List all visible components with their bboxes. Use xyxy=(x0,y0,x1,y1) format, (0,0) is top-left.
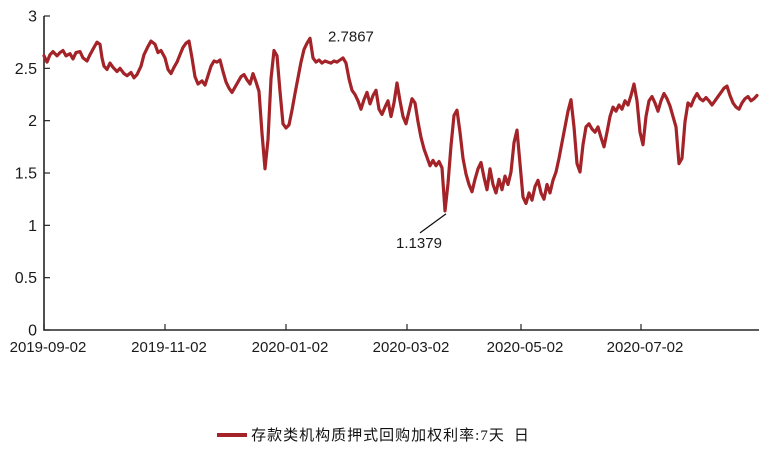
x-tick-label: 2019-09-02 xyxy=(10,339,87,356)
y-tick-label: 3 xyxy=(28,9,37,26)
y-tick-label: 2 xyxy=(28,113,37,130)
x-tick-label: 2020-01-02 xyxy=(252,339,329,356)
legend-series-label: 存款类机构质押式回购加权利率:7天 xyxy=(251,428,505,444)
axes xyxy=(43,16,759,331)
min-value-annotation: 1.1379 xyxy=(396,235,442,252)
line-chart: 0 0.5 1 1.5 2 2.5 3 2019-09-02 2019-11-02 2020-01… xyxy=(10,9,759,356)
y-tick-label: 0.5 xyxy=(15,270,37,287)
x-tick-label: 2020-05-02 xyxy=(487,339,564,356)
min-annotation-leader-line xyxy=(419,213,447,234)
max-value-annotation: 2.7867 xyxy=(328,28,374,45)
y-tick-label: 1.5 xyxy=(15,166,37,183)
y-tick-label: 0 xyxy=(28,323,37,340)
legend: 存款类机构质押式回购加权利率:7天 日 xyxy=(0,424,759,445)
series-line xyxy=(42,36,759,213)
x-tick-label: 2019-11-02 xyxy=(131,339,207,356)
x-tick-label: 2020-03-02 xyxy=(373,339,450,356)
legend-line-swatch xyxy=(217,432,248,437)
y-tick-label: 2.5 xyxy=(15,61,37,78)
x-tick-label: 2020-07-02 xyxy=(607,339,684,356)
legend-frequency-label: 日 xyxy=(513,428,529,444)
y-tick-label: 1 xyxy=(28,218,37,235)
